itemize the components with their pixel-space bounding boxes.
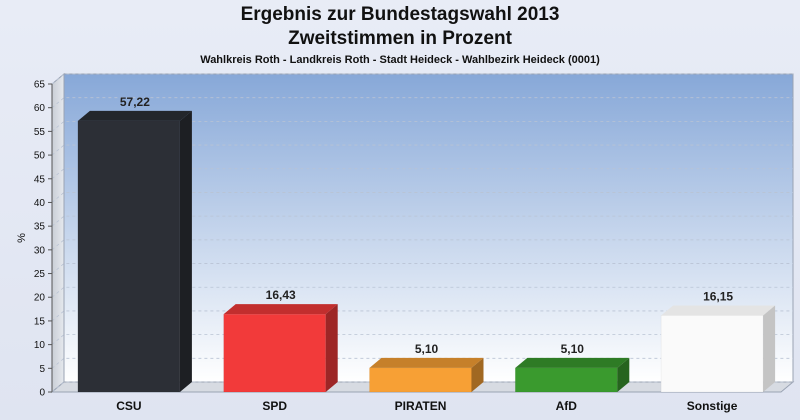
bar-side bbox=[617, 357, 630, 392]
bar-front bbox=[369, 367, 472, 393]
bar-spd: 16,43 bbox=[223, 288, 338, 393]
chart-subtitle-line2: Zweitstimmen in Prozent bbox=[288, 28, 512, 49]
y-tick-label: 30 bbox=[34, 245, 46, 256]
y-tick-label: 5 bbox=[39, 364, 45, 375]
x-tick-label: CSU bbox=[116, 399, 141, 413]
bar-side bbox=[325, 304, 338, 392]
y-tick-label: 20 bbox=[34, 293, 46, 304]
x-tick-label: SPD bbox=[262, 399, 287, 413]
bar-piraten: 5,10 bbox=[369, 342, 484, 393]
y-tick-label: 10 bbox=[34, 340, 46, 351]
x-axis: CSU SPD PIRATEN AfD Sonstige bbox=[116, 399, 738, 413]
x-tick-label: Sonstige bbox=[687, 399, 738, 413]
y-tick-label: 60 bbox=[34, 103, 46, 114]
y-tick-label: 15 bbox=[34, 316, 46, 327]
bar-value-label: 16,15 bbox=[703, 289, 733, 303]
bar-top bbox=[77, 110, 192, 121]
y-tick-label: 40 bbox=[34, 198, 46, 209]
y-tick-label: 35 bbox=[34, 222, 46, 233]
bar-front bbox=[515, 367, 618, 393]
bar-value-label: 16,43 bbox=[266, 288, 296, 302]
bar-top bbox=[369, 357, 484, 368]
bar-top bbox=[223, 304, 338, 315]
y-tick-label: 0 bbox=[39, 388, 45, 399]
bar-side bbox=[179, 110, 192, 392]
bar-value-label: 5,10 bbox=[561, 342, 585, 356]
y-tick-label: 65 bbox=[34, 80, 46, 91]
y-tick-label: 50 bbox=[34, 151, 46, 162]
bar-value-label: 57,22 bbox=[120, 95, 150, 109]
bar-side bbox=[471, 357, 484, 392]
bars: 57,22 16,43 5,10 5,10 16,15 bbox=[77, 95, 776, 393]
y-axis: 0 5 10 15 20 25 30 35 40 45 50 55 60 65% bbox=[16, 80, 53, 399]
y-tick-label: 55 bbox=[34, 127, 46, 138]
x-tick-label: PIRATEN bbox=[395, 399, 447, 413]
chart-subtitle: Wahlkreis Roth - Landkreis Roth - Stadt … bbox=[200, 54, 600, 66]
y-tick-label: 45 bbox=[34, 174, 46, 185]
plot-side-wall bbox=[51, 72, 65, 394]
bar-side bbox=[763, 305, 776, 392]
y-tick-label: 25 bbox=[34, 269, 46, 280]
bar-front bbox=[77, 120, 181, 393]
bar-top bbox=[515, 357, 630, 368]
bar-front bbox=[660, 315, 764, 393]
y-axis-label: % bbox=[16, 233, 28, 243]
bar-csu: 57,22 bbox=[77, 95, 192, 393]
x-tick-label: AfD bbox=[556, 399, 578, 413]
bar-front bbox=[223, 313, 326, 393]
bar-value-label: 5,10 bbox=[415, 342, 439, 356]
bar-afd: 5,10 bbox=[515, 342, 630, 393]
chart-title: Ergebnis zur Bundestagswahl 2013 bbox=[240, 4, 560, 25]
bar-sonstige: 16,15 bbox=[660, 289, 776, 393]
bar-top bbox=[661, 305, 776, 316]
